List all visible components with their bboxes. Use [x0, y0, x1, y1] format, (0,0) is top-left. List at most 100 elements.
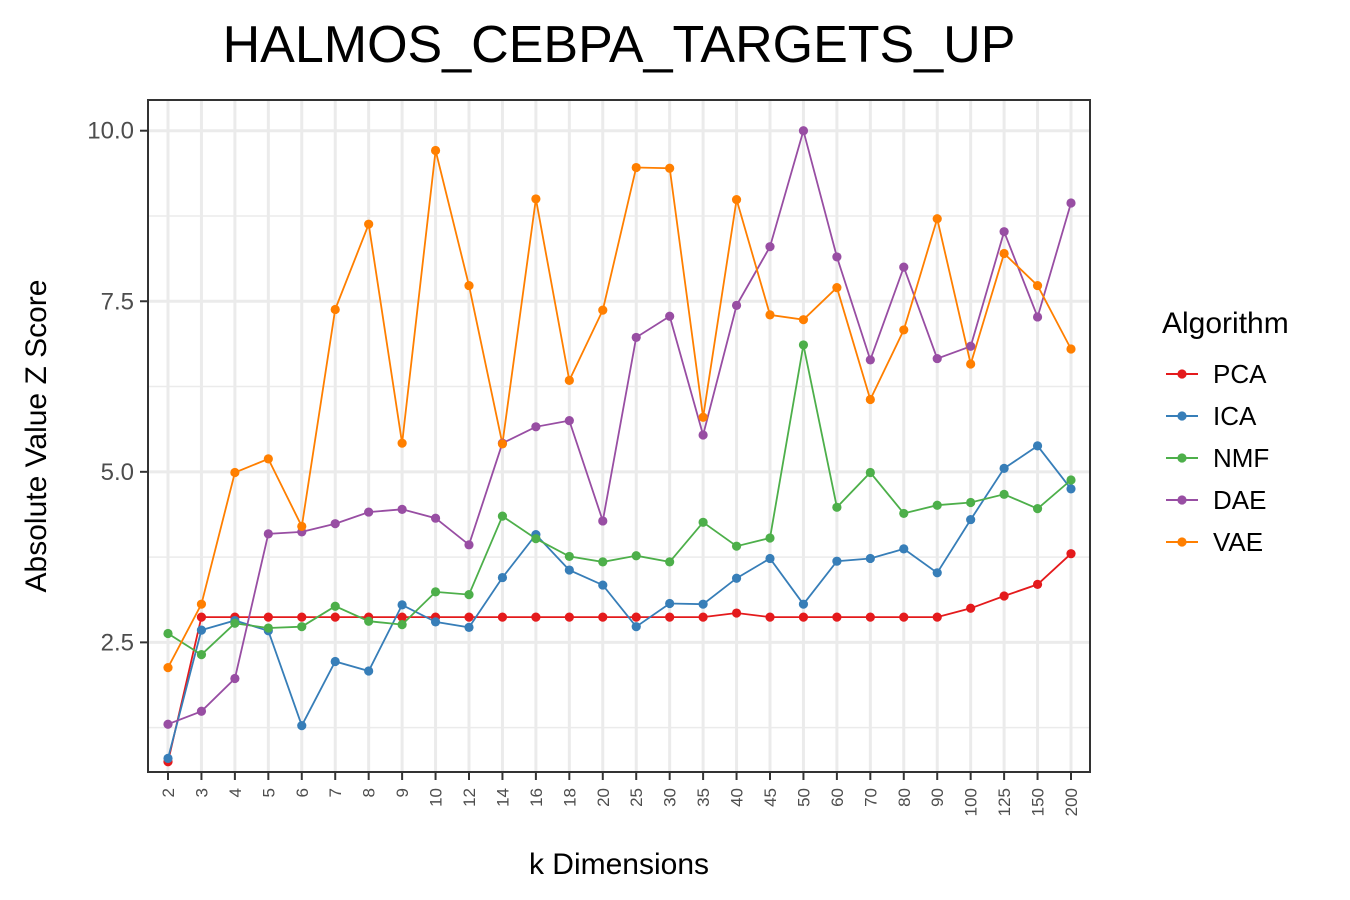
data-point-nmf: [1066, 475, 1076, 485]
x-tick-label: 50: [794, 788, 813, 807]
x-tick-label: 6: [293, 788, 312, 797]
data-point-vae: [832, 283, 842, 293]
data-point-pca: [798, 612, 809, 622]
data-point-pca: [263, 612, 273, 622]
data-point-nmf: [631, 551, 641, 561]
data-point-vae: [297, 521, 307, 531]
legend-key-point-dae: [1177, 495, 1187, 505]
x-tick-label: 12: [460, 788, 479, 807]
data-point-pca: [966, 603, 976, 613]
data-point-ica: [297, 721, 307, 731]
data-point-vae: [865, 394, 875, 405]
data-point-dae: [765, 242, 775, 252]
x-tick-label: 14: [493, 788, 512, 807]
plot-panel-border: [147, 99, 1091, 773]
series-line-nmf: [167, 344, 1072, 656]
data-point-pca: [698, 612, 708, 622]
data-point-nmf: [832, 502, 842, 512]
data-point-ica: [731, 573, 742, 583]
data-point-pca: [464, 612, 474, 622]
legend-key-point-pca: [1177, 369, 1187, 379]
data-point-dae: [899, 262, 909, 272]
data-point-pca: [832, 612, 842, 622]
data-point-vae: [665, 163, 675, 173]
data-point-dae: [163, 719, 173, 729]
data-point-dae: [364, 507, 374, 517]
data-point-vae: [1032, 280, 1043, 291]
data-point-dae: [966, 341, 976, 351]
x-tick-label: 90: [928, 788, 947, 807]
data-point-nmf: [665, 557, 675, 567]
data-point-ica: [798, 599, 809, 609]
data-point-dae: [731, 300, 742, 310]
data-point-pca: [196, 612, 207, 622]
data-point-ica: [832, 556, 842, 566]
data-point-nmf: [263, 623, 273, 633]
data-point-pca: [765, 612, 775, 622]
legend-title: Algorithm: [1162, 307, 1289, 340]
x-tick-label: 80: [895, 788, 914, 807]
data-point-ica: [698, 599, 708, 609]
data-point-vae: [230, 467, 240, 478]
data-point-vae: [798, 315, 809, 325]
data-point-pca: [731, 608, 742, 618]
x-tick-label: 30: [661, 788, 680, 807]
x-tick-label: 10: [427, 788, 446, 807]
data-point-nmf: [899, 508, 909, 519]
data-point-dae: [665, 311, 675, 321]
series-line-dae: [167, 127, 1072, 726]
data-point-ica: [397, 600, 407, 610]
data-point-ica: [999, 463, 1009, 474]
data-point-pca: [297, 612, 307, 622]
data-point-dae: [1066, 198, 1076, 208]
data-point-vae: [497, 439, 508, 449]
data-point-ica: [464, 622, 474, 632]
data-point-dae: [464, 540, 474, 550]
x-axis: 2 3 4 5 6 7 8 9 10 12 14 16 18 20 25 30 35 40 45 50 60 70 80 90…: [159, 772, 1081, 816]
series-line-pca: [167, 553, 1072, 763]
data-point-nmf: [598, 557, 608, 567]
data-point-dae: [832, 252, 842, 262]
x-axis-title: k Dimensions: [529, 848, 709, 881]
data-point-dae: [598, 516, 608, 526]
legend-key-point-nmf: [1177, 453, 1187, 463]
x-tick-label: 8: [360, 788, 379, 797]
data-point-nmf: [364, 616, 374, 626]
data-point-vae: [1066, 344, 1076, 354]
data-point-ica: [631, 622, 641, 632]
data-point-nmf: [497, 511, 508, 521]
data-point-vae: [364, 219, 374, 229]
x-tick-label: 2: [159, 788, 178, 797]
data-point-vae: [464, 280, 474, 291]
series-line-ica: [167, 444, 1072, 759]
legend-label-dae: DAE: [1213, 485, 1266, 515]
data-point-nmf: [297, 622, 307, 632]
data-point-ica: [665, 598, 675, 609]
data-point-nmf: [698, 517, 708, 527]
data-point-dae: [196, 706, 207, 716]
data-point-pca: [999, 591, 1009, 601]
x-tick-label: 3: [192, 788, 211, 797]
data-point-dae: [230, 673, 240, 684]
x-tick-label: 18: [560, 788, 579, 807]
legend-label-pca: PCA: [1213, 359, 1267, 389]
data-point-dae: [631, 332, 641, 343]
data-point-vae: [966, 359, 976, 369]
data-point-dae: [531, 422, 541, 432]
data-point-nmf: [196, 650, 207, 660]
data-point-dae: [564, 416, 574, 426]
data-point-nmf: [464, 590, 474, 600]
y-tick-label: 7.5: [101, 288, 134, 315]
data-point-ica: [598, 580, 608, 590]
data-point-vae: [564, 375, 574, 385]
data-point-vae: [731, 195, 742, 205]
data-point-ica: [497, 572, 508, 583]
data-point-ica: [364, 666, 374, 676]
data-point-pca: [1032, 579, 1043, 589]
y-tick-label: 2.5: [101, 629, 134, 656]
legend-label-ica: ICA: [1213, 401, 1257, 431]
x-tick-label: 9: [393, 788, 412, 797]
data-point-nmf: [731, 541, 742, 551]
data-point-pca: [330, 612, 340, 622]
data-point-pca: [531, 612, 541, 622]
